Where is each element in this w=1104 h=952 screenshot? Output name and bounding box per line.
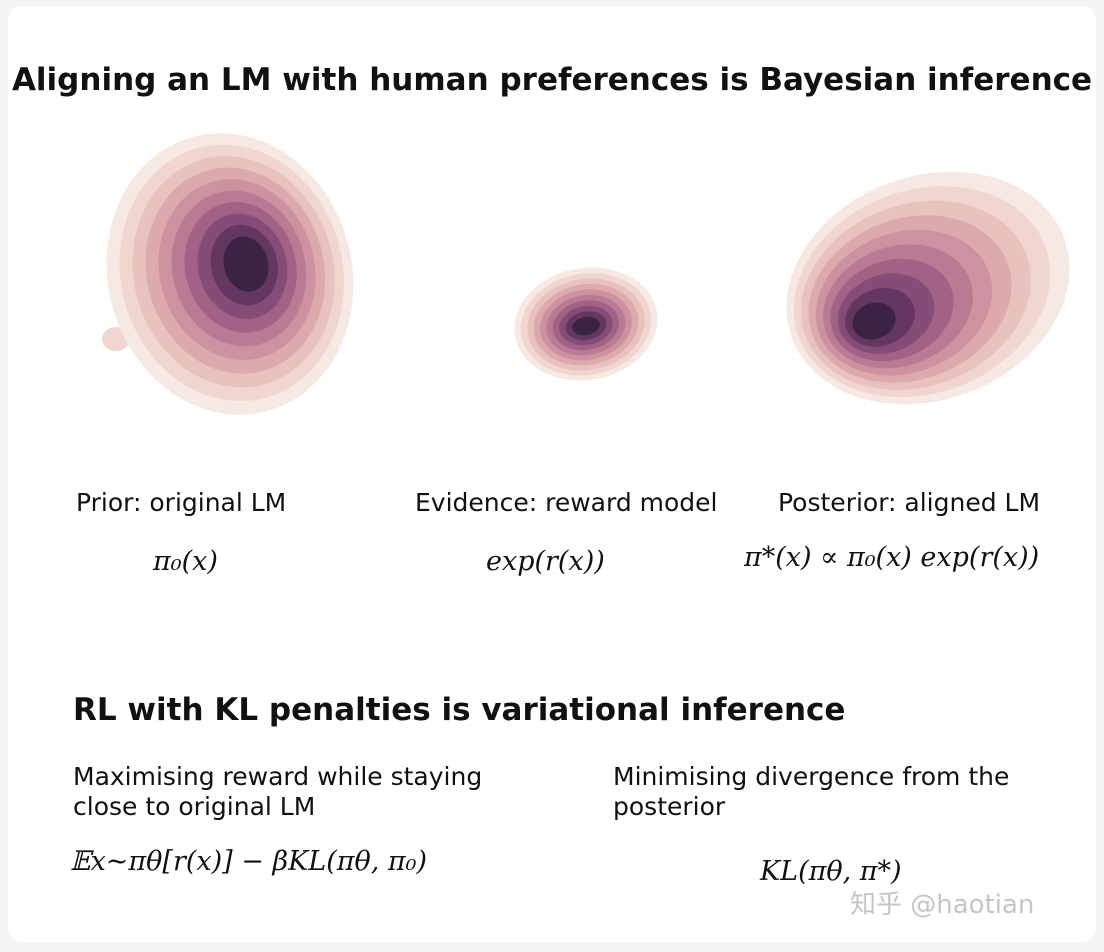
density-plots xyxy=(102,133,1070,415)
panel-label: Evidence: reward model xyxy=(415,488,718,517)
figure: Aligning an LM with human preferences is… xyxy=(8,6,1096,942)
formula: KL(πθ, π*) xyxy=(760,856,902,887)
text: Minimising divergence from the xyxy=(613,762,1010,791)
section-title: RL with KL penalties is variational infe… xyxy=(73,692,846,728)
text: Maximising reward while staying xyxy=(73,762,483,791)
formula: exp(r(x)) xyxy=(486,546,605,577)
text: posterior xyxy=(613,792,726,821)
text: close to original LM xyxy=(73,792,316,821)
formula: π₀(x) xyxy=(153,546,218,577)
title: Aligning an LM with human preferences is… xyxy=(11,62,1093,98)
density-contour xyxy=(572,316,600,336)
panel-label: Prior: original LM xyxy=(76,488,287,517)
formula: π*(x) ∝ π₀(x) exp(r(x)) xyxy=(744,542,1040,573)
panel-label: Posterior: aligned LM xyxy=(778,488,1041,517)
watermark: 知乎 @haotian xyxy=(850,890,1035,920)
density-contour xyxy=(852,302,896,340)
formula: 𝔼x∼πθ[r(x)] − βKL(πθ, π₀) xyxy=(70,846,427,877)
density-contour xyxy=(223,236,269,292)
